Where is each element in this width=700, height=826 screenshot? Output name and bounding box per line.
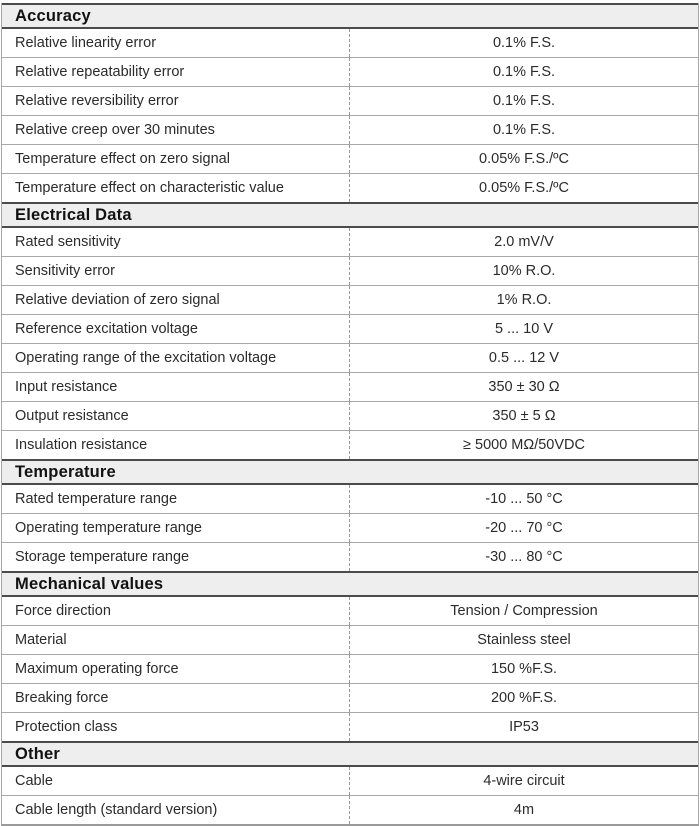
row-value: 0.05% F.S./ºC — [479, 151, 569, 167]
table-row-storage-temperature-range: Storage temperature range -30 ... 80 °C — [2, 542, 698, 571]
section-title: Electrical Data — [15, 205, 132, 224]
row-value: 350 ± 5 Ω — [492, 408, 556, 424]
specification-table: Accuracy Relative linearity error 0.1% F… — [1, 3, 699, 826]
row-label: Storage temperature range — [2, 543, 350, 571]
row-value: 0.1% F.S. — [492, 93, 556, 109]
row-label: Temperature effect on zero signal — [2, 145, 350, 173]
row-label: Relative repeatability error — [2, 58, 350, 86]
table-row-protection-class: Protection class IP53 — [2, 712, 698, 741]
row-value: Tension / Compression — [450, 603, 598, 619]
row-label: Output resistance — [2, 402, 350, 430]
row-value: 10% R.O. — [492, 263, 556, 279]
section-body-temperature: Rated temperature range -10 ... 50 °C Op… — [2, 485, 698, 571]
row-value: 200 %F.S. — [490, 690, 558, 706]
row-label: Operating range of the excitation voltag… — [2, 344, 350, 372]
table-row-relative-linearity-error: Relative linearity error 0.1% F.S. — [2, 29, 698, 57]
row-label: Rated sensitivity — [2, 228, 350, 256]
table-row-relative-reversibility-error: Relative reversibility error 0.1% F.S. — [2, 86, 698, 115]
table-row-cable: Cable 4-wire circuit — [2, 767, 698, 795]
table-row-rated-temperature-range: Rated temperature range -10 ... 50 °C — [2, 485, 698, 513]
row-label: Material — [2, 626, 350, 654]
table-row-maximum-operating-force: Maximum operating force 150 %F.S. — [2, 654, 698, 683]
row-value: 0.5 ... 12 V — [488, 350, 560, 366]
table-row-sensitivity-error: Sensitivity error 10% R.O. — [2, 256, 698, 285]
row-value: -20 ... 70 °C — [485, 520, 563, 536]
table-row-input-resistance: Input resistance 350 ± 30 Ω — [2, 372, 698, 401]
table-row-relative-repeatability-error: Relative repeatability error 0.1% F.S. — [2, 57, 698, 86]
table-row-relative-creep-over-30-minutes: Relative creep over 30 minutes 0.1% F.S. — [2, 115, 698, 144]
row-value: 0.05% F.S./ºC — [479, 180, 569, 196]
row-label: Temperature effect on characteristic val… — [2, 174, 350, 202]
row-value: Stainless steel — [477, 632, 571, 648]
section-header-temperature: Temperature — [2, 459, 698, 485]
row-label: Breaking force — [2, 684, 350, 712]
row-label: Input resistance — [2, 373, 350, 401]
row-value: 4-wire circuit — [483, 773, 565, 789]
table-row-force-direction: Force direction Tension / Compression — [2, 597, 698, 625]
table-row-output-resistance: Output resistance 350 ± 5 Ω — [2, 401, 698, 430]
row-value: IP53 — [509, 719, 539, 735]
row-label: Rated temperature range — [2, 485, 350, 513]
row-value: -10 ... 50 °C — [485, 491, 563, 507]
section-header-electrical-data: Electrical Data — [2, 202, 698, 228]
table-row-insulation-resistance: Insulation resistance ≥ 5000 MΩ/50VDC — [2, 430, 698, 459]
row-label: Protection class — [2, 713, 350, 741]
row-label: Sensitivity error — [2, 257, 350, 285]
row-value: 350 ± 30 Ω — [488, 379, 560, 395]
table-row-operating-range-of-the-excitation-voltage: Operating range of the excitation voltag… — [2, 343, 698, 372]
row-value: 150 %F.S. — [490, 661, 558, 677]
table-row-reference-excitation-voltage: Reference excitation voltage 5 ... 10 V — [2, 314, 698, 343]
row-label: Cable length (standard version) — [2, 796, 350, 824]
row-label: Force direction — [2, 597, 350, 625]
section-title: Accuracy — [15, 6, 91, 25]
row-label: Relative reversibility error — [2, 87, 350, 115]
section-header-accuracy: Accuracy — [2, 3, 698, 29]
section-body-electrical-data: Rated sensitivity 2.0 mV/V Sensitivity e… — [2, 228, 698, 459]
row-label: Maximum operating force — [2, 655, 350, 683]
section-body-mechanical-values: Force direction Tension / Compression Ma… — [2, 597, 698, 741]
section-title: Temperature — [15, 462, 116, 481]
row-value: ≥ 5000 MΩ/50VDC — [463, 437, 585, 453]
row-label: Operating temperature range — [2, 514, 350, 542]
table-row-relative-deviation-of-zero-signal: Relative deviation of zero signal 1% R.O… — [2, 285, 698, 314]
section-title: Mechanical values — [15, 574, 164, 593]
table-row-operating-temperature-range: Operating temperature range -20 ... 70 °… — [2, 513, 698, 542]
row-label: Cable — [2, 767, 350, 795]
row-label: Relative linearity error — [2, 29, 350, 57]
section-title: Other — [15, 744, 61, 763]
section-header-mechanical-values: Mechanical values — [2, 571, 698, 597]
table-row-material: Material Stainless steel — [2, 625, 698, 654]
table-row-cable-length-standard-version: Cable length (standard version) 4m — [2, 795, 698, 824]
table-row-temperature-effect-on-characteristic-value: Temperature effect on characteristic val… — [2, 173, 698, 202]
section-body-other: Cable 4-wire circuit Cable length (stand… — [2, 767, 698, 824]
section-header-other: Other — [2, 741, 698, 767]
row-label: Relative deviation of zero signal — [2, 286, 350, 314]
row-value: 5 ... 10 V — [494, 321, 554, 337]
row-value: -30 ... 80 °C — [485, 549, 563, 565]
row-label: Reference excitation voltage — [2, 315, 350, 343]
table-row-temperature-effect-on-zero-signal: Temperature effect on zero signal 0.05% … — [2, 144, 698, 173]
table-row-rated-sensitivity: Rated sensitivity 2.0 mV/V — [2, 228, 698, 256]
section-body-accuracy: Relative linearity error 0.1% F.S. Relat… — [2, 29, 698, 202]
row-value: 0.1% F.S. — [492, 122, 556, 138]
row-label: Insulation resistance — [2, 431, 350, 459]
row-value: 4m — [513, 802, 535, 818]
row-value: 0.1% F.S. — [492, 35, 556, 51]
row-value: 0.1% F.S. — [492, 64, 556, 80]
row-value: 1% R.O. — [496, 292, 552, 308]
row-label: Relative creep over 30 minutes — [2, 116, 350, 144]
row-value: 2.0 mV/V — [494, 234, 554, 250]
table-row-breaking-force: Breaking force 200 %F.S. — [2, 683, 698, 712]
